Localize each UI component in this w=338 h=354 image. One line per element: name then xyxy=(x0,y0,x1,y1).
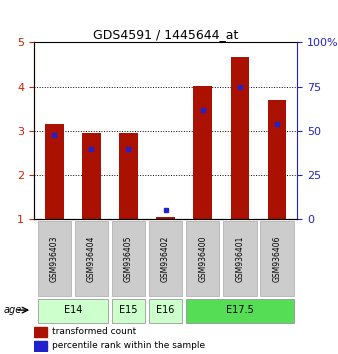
Bar xyxy=(156,217,175,219)
Text: E14: E14 xyxy=(64,305,82,315)
Text: percentile rank within the sample: percentile rank within the sample xyxy=(52,342,206,350)
Text: GSM936406: GSM936406 xyxy=(272,235,282,282)
FancyBboxPatch shape xyxy=(260,221,294,296)
Text: GSM936403: GSM936403 xyxy=(50,235,59,282)
Bar xyxy=(231,57,249,219)
Bar xyxy=(186,299,294,322)
Bar xyxy=(38,299,108,322)
Bar xyxy=(112,299,145,322)
Title: GDS4591 / 1445644_at: GDS4591 / 1445644_at xyxy=(93,28,238,41)
FancyBboxPatch shape xyxy=(38,221,71,296)
Text: age: age xyxy=(3,305,22,315)
Bar xyxy=(119,133,138,219)
Bar xyxy=(34,341,47,351)
Bar xyxy=(45,124,64,219)
FancyBboxPatch shape xyxy=(75,221,108,296)
Bar xyxy=(149,299,182,322)
Text: E17.5: E17.5 xyxy=(226,305,254,315)
Text: GSM936404: GSM936404 xyxy=(87,235,96,282)
Text: GSM936401: GSM936401 xyxy=(235,235,244,282)
FancyBboxPatch shape xyxy=(223,221,257,296)
FancyBboxPatch shape xyxy=(112,221,145,296)
Text: E16: E16 xyxy=(156,305,175,315)
Text: GSM936402: GSM936402 xyxy=(161,235,170,282)
Text: E15: E15 xyxy=(119,305,138,315)
Text: GSM936405: GSM936405 xyxy=(124,235,133,282)
FancyBboxPatch shape xyxy=(149,221,182,296)
FancyBboxPatch shape xyxy=(186,221,219,296)
Bar xyxy=(268,100,286,219)
Bar xyxy=(82,133,101,219)
Text: GSM936400: GSM936400 xyxy=(198,235,207,282)
Text: transformed count: transformed count xyxy=(52,327,137,336)
Bar xyxy=(34,327,47,337)
Bar xyxy=(193,86,212,219)
